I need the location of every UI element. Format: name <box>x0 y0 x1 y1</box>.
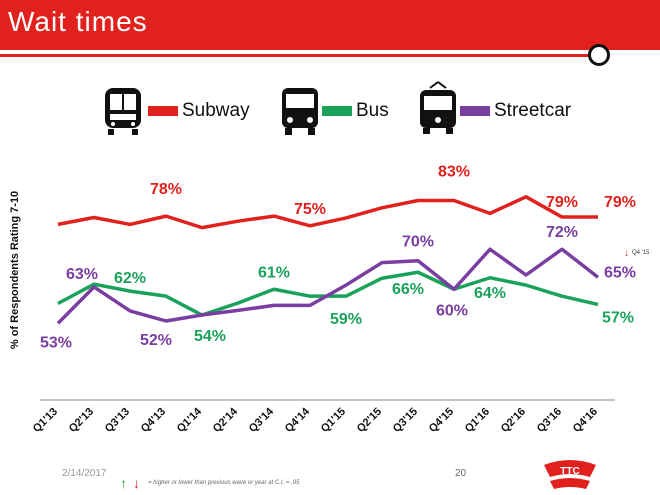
data-label: 60% <box>436 302 468 319</box>
data-label: 70% <box>402 234 434 251</box>
x-tick-label: Q3'13 <box>103 406 132 435</box>
legend-streetcar: Streetcar <box>460 100 571 122</box>
legend-swatch <box>322 106 352 116</box>
x-tick-label: Q1'16 <box>463 406 492 435</box>
data-label: 54% <box>194 328 226 345</box>
streetcar-icon <box>420 81 456 134</box>
x-tick-label: Q1'15 <box>319 406 348 435</box>
down-arrow-icon: ↓ <box>624 248 629 259</box>
down-arrow-icon: ↓ <box>133 475 140 491</box>
x-tick-label: Q3'15 <box>391 406 420 435</box>
bus-icon <box>282 88 318 135</box>
data-label: 61% <box>258 264 290 281</box>
x-tick-label: Q2'15 <box>355 406 384 435</box>
x-tick-label: Q4'14 <box>283 405 313 435</box>
data-label: 59% <box>330 311 362 328</box>
x-tick-label: Q4'13 <box>139 406 168 435</box>
data-label: 64% <box>474 285 506 302</box>
annotation-label: Q4 '15 <box>632 250 650 256</box>
data-label: 63% <box>66 266 98 283</box>
title-bar: Wait times <box>0 0 660 50</box>
legend-label: Subway <box>182 100 250 121</box>
footer-date: 2/14/2017 <box>62 468 107 479</box>
circle-icon <box>588 44 610 66</box>
up-arrow-icon: ↑ <box>120 475 127 491</box>
x-tick-label: Q1'14 <box>175 405 205 435</box>
data-label: 66% <box>392 281 424 298</box>
y-axis-label: % of Respondents Rating 7-10 <box>9 191 21 349</box>
legend-bus: Bus <box>322 100 389 122</box>
legend-swatch <box>460 106 490 116</box>
data-label: 79% <box>604 194 636 211</box>
legend-label: Streetcar <box>494 100 572 121</box>
data-label: 83% <box>438 163 470 180</box>
legend-swatch <box>148 106 178 116</box>
ttc-logo-icon: TTC <box>544 460 596 489</box>
x-tick-label: Q2'16 <box>499 406 528 435</box>
x-tick-label: Q3'14 <box>247 405 277 435</box>
data-label: 72% <box>546 224 578 241</box>
x-tick-label: Q3'16 <box>535 406 564 435</box>
x-tick-label: Q4'16 <box>571 406 600 435</box>
data-label: 79% <box>546 194 578 211</box>
data-label: 53% <box>40 334 72 351</box>
x-tick-label: Q2'13 <box>67 406 96 435</box>
slide-title: Wait times <box>8 6 148 37</box>
x-tick-label: Q4'15 <box>427 406 456 435</box>
logo-text: TTC <box>560 466 579 477</box>
legend-label: Bus <box>356 100 389 121</box>
data-label: 65% <box>604 264 636 281</box>
x-tick-label: Q2'14 <box>211 405 241 435</box>
series-line-subway <box>57 195 598 230</box>
data-label: 78% <box>150 181 182 198</box>
legend-subway: Subway <box>148 100 250 122</box>
subway-train-icon <box>105 88 141 135</box>
page-number: 20 <box>455 468 467 479</box>
x-tick-label: Q1'13 <box>31 406 60 435</box>
footnote: = higher or lower than previous wave or … <box>148 480 300 486</box>
data-label: 62% <box>114 270 146 287</box>
divider-line <box>0 54 600 57</box>
data-label: 52% <box>140 332 172 349</box>
data-label: 75% <box>294 201 326 218</box>
series-line-streetcar <box>56 247 600 325</box>
data-label: 57% <box>602 309 634 326</box>
